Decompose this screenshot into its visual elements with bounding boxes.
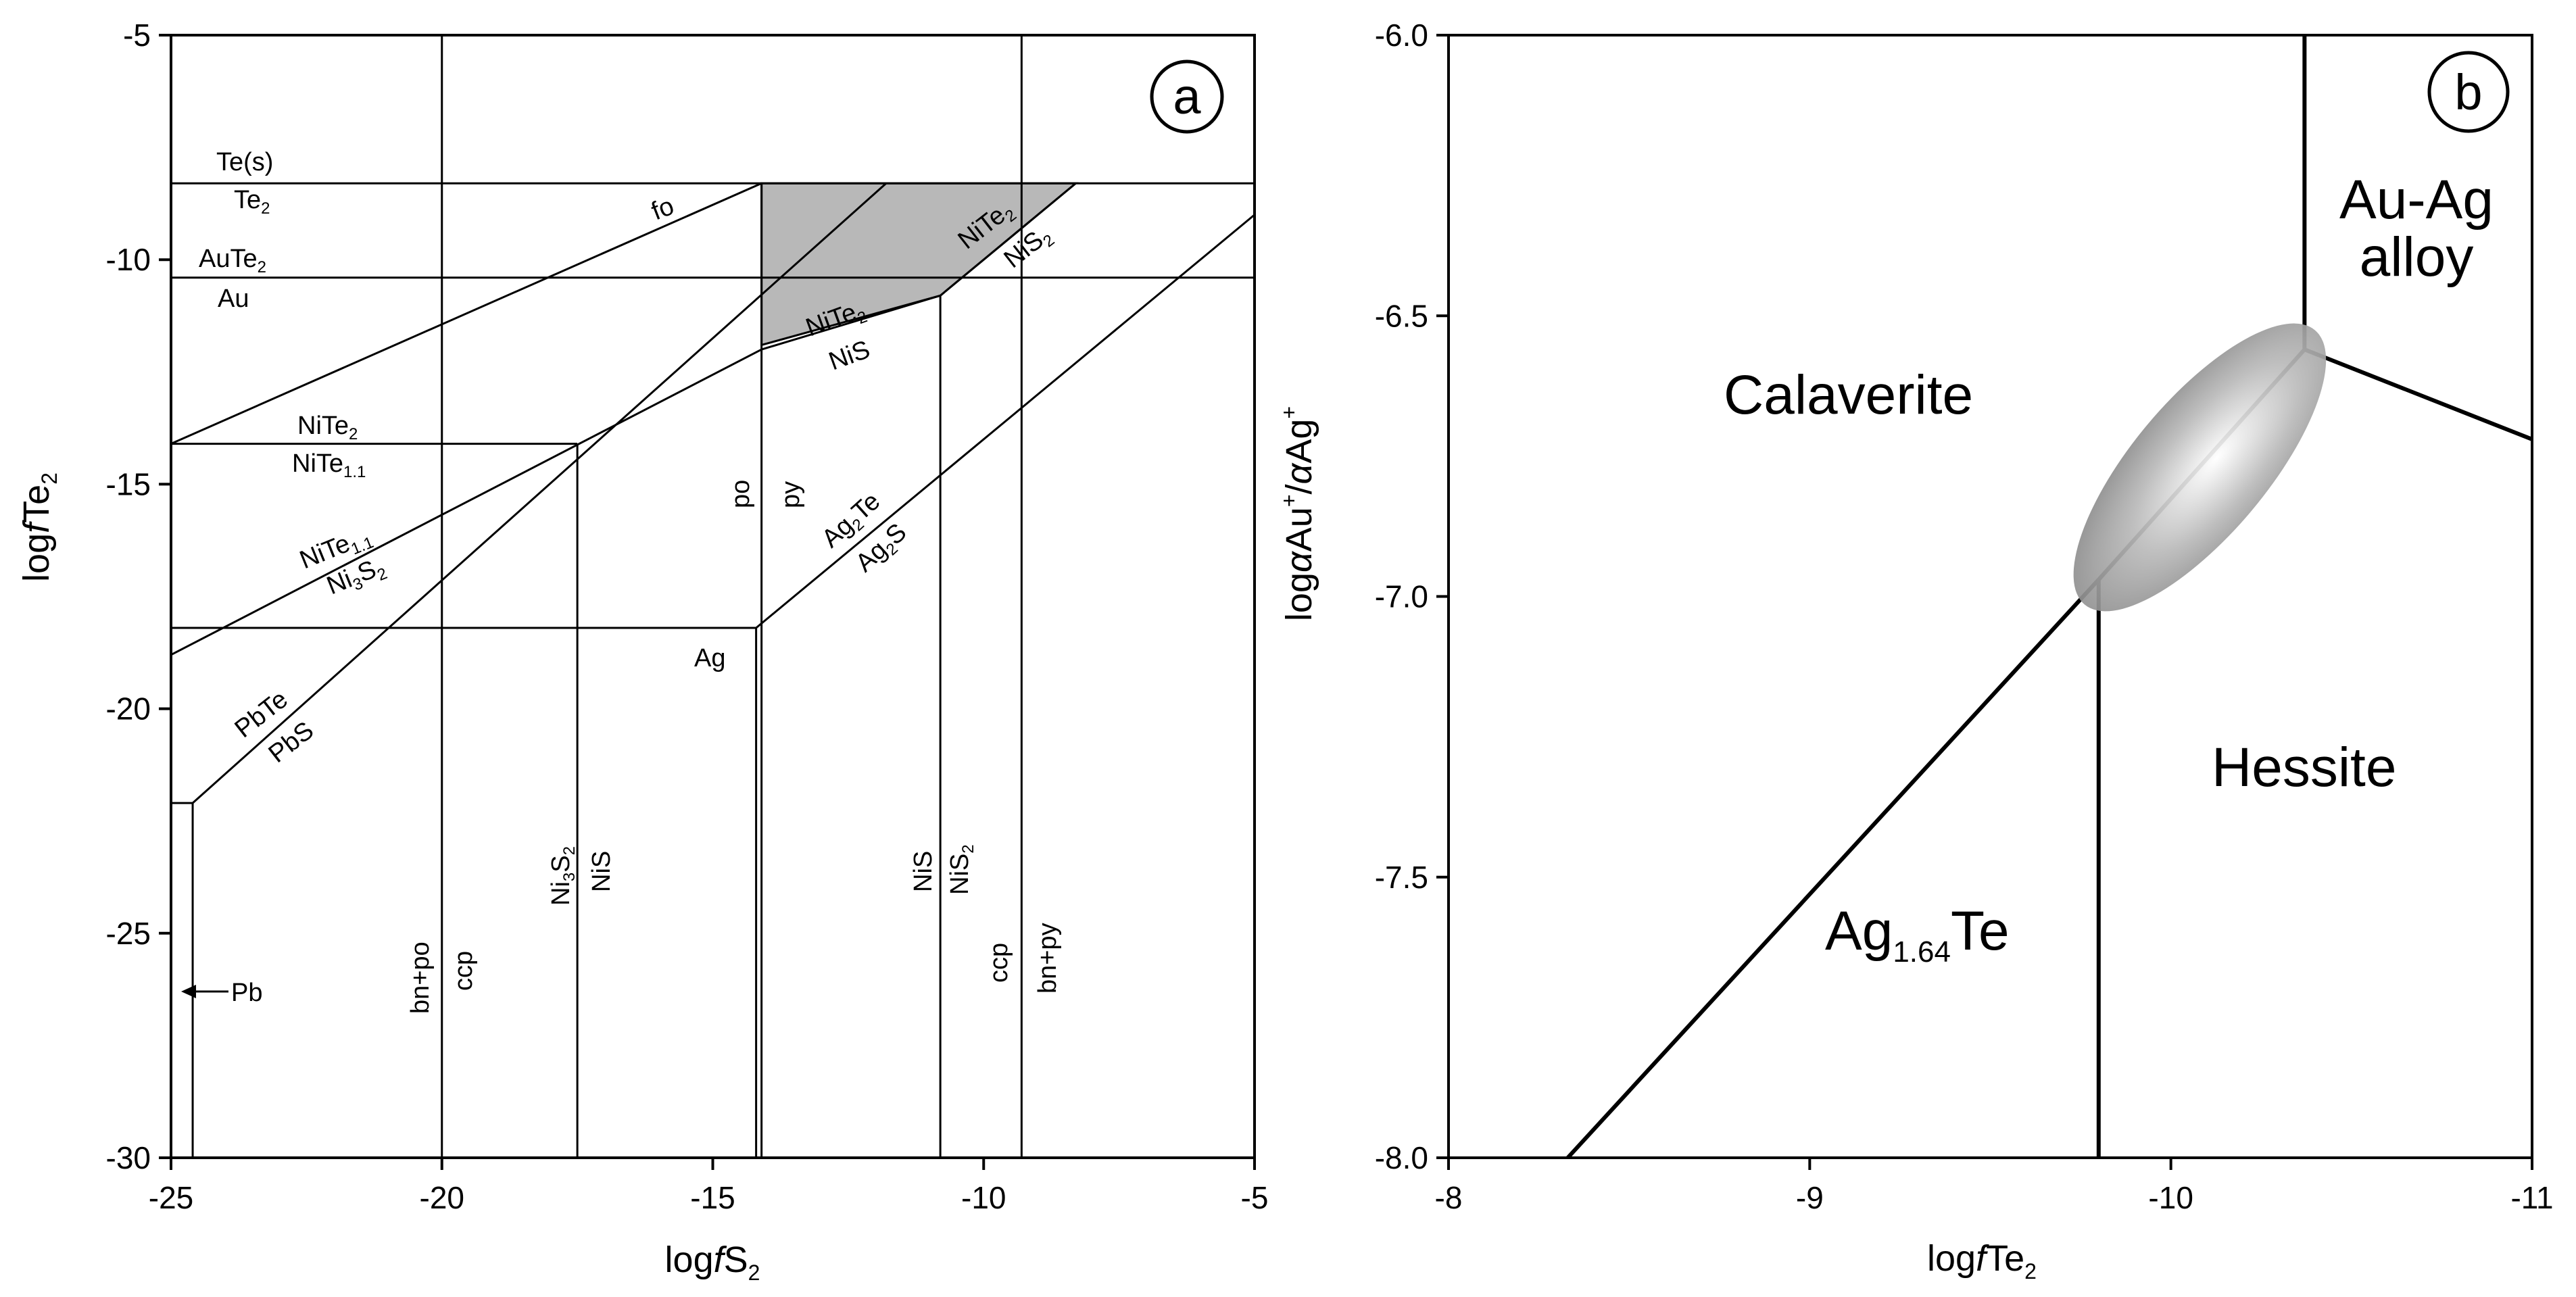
panel-a-y-tick-label: -5 xyxy=(123,18,151,53)
label-ni3s2-vertical: Ni3S2 xyxy=(547,846,579,906)
region-hessite: Hessite xyxy=(2212,737,2396,798)
label-nis-vertical-right: NiS xyxy=(909,851,938,892)
panel-b-phase-boundary-0 xyxy=(1566,578,2101,1160)
label-po: po xyxy=(727,480,755,508)
label-nite11-upper: NiTe1.1 xyxy=(292,449,366,481)
uncertainty-ellipse xyxy=(2073,323,2327,612)
label-fo: fo xyxy=(648,192,678,226)
region-ag164te: Ag1.64Te xyxy=(1825,900,2010,969)
panel-a-x-tick-label: -25 xyxy=(149,1180,193,1215)
panel-a-phase-boundary-9 xyxy=(755,214,1255,629)
region-au-ag-alloy-line2: alloy xyxy=(2360,226,2474,288)
panel-a-ticks: -25 -20 -15 -10 -5 -5 -10 -15 -20 -25 -30 xyxy=(106,18,1269,1215)
panel-a-y-tick-label: -15 xyxy=(106,466,151,501)
panel-a-y-tick-label: -25 xyxy=(106,916,151,951)
panel-b-y-tick-label: -7.5 xyxy=(1375,860,1428,895)
panel-b-y-axis-title: logαAu+/αAg+ xyxy=(1277,406,1319,621)
panel-b-y-tick-label: -6.5 xyxy=(1375,298,1428,333)
label-nis-vertical: NiS xyxy=(587,851,616,892)
label-te2: Te2 xyxy=(234,186,270,218)
panel-a-phase-boundary-4 xyxy=(170,348,762,656)
panel-a-y-tick-label: -30 xyxy=(106,1140,151,1175)
panel-a-y-axis-title: logfTe2 xyxy=(16,472,62,582)
label-bn-po: bn+po xyxy=(406,941,435,1014)
pb-arrow-head xyxy=(181,985,196,998)
panel-a-x-axis-title: logfS2 xyxy=(665,1240,760,1285)
panel-b-letter-circle xyxy=(2427,51,2510,133)
label-nis2-vertical: NiS2 xyxy=(946,844,977,895)
panel-a-x-tick-label: -10 xyxy=(961,1180,1006,1215)
label-nite2-upper: NiTe2 xyxy=(297,412,358,443)
panel-a-phase-diagram: -25 -20 -15 -10 -5 -5 -10 -15 -20 -25 -30 a logfS2… xyxy=(16,18,1268,1285)
panel-b-x-tick-label: -9 xyxy=(1796,1180,1824,1215)
panel-b-phase-diagram: -8 -9 -10 -11 -6.0 -6.5 -7.0 -7.5 -8.0 b logfTe2… xyxy=(1277,18,2554,1283)
panel-b-y-tick-label: -7.0 xyxy=(1375,579,1428,614)
panel-b-ticks: -8 -9 -10 -11 -6.0 -6.5 -7.0 -7.5 -8.0 xyxy=(1375,18,2554,1215)
panel-a-phase-boundary-6 xyxy=(940,182,1077,297)
region-calaverite: Calaverite xyxy=(1724,364,1973,426)
label-nis-center: NiS xyxy=(825,335,874,376)
label-py: py xyxy=(777,481,805,508)
region-au-ag-alloy-line1: Au-Ag xyxy=(2339,169,2494,230)
panel-a-x-tick-label: -20 xyxy=(420,1180,464,1215)
label-aute2: AuTe2 xyxy=(199,245,266,276)
panel-a-x-tick-label: -15 xyxy=(690,1180,735,1215)
panel-b-x-tick-label: -8 xyxy=(1435,1180,1463,1215)
panel-a-phase-boundary-5 xyxy=(761,294,941,351)
label-ag: Ag xyxy=(694,644,725,672)
panel-a-letter-circle xyxy=(1150,59,1224,134)
label-ccp-right: ccp xyxy=(985,943,1013,983)
panel-b-x-axis-title: logfTe2 xyxy=(1927,1238,2037,1283)
panel-b-phase-boundary-4 xyxy=(2304,347,2533,441)
panel-a-y-tick-label: -20 xyxy=(106,691,151,727)
panel-b-x-tick-label: -10 xyxy=(2148,1180,2193,1215)
label-te-s: Te(s) xyxy=(216,148,273,176)
panel-a-x-tick-label: -5 xyxy=(1241,1180,1269,1215)
panel-b-y-tick-label: -8.0 xyxy=(1375,1140,1428,1175)
label-pb: Pb xyxy=(231,979,262,1007)
panel-b-x-tick-label: -11 xyxy=(2510,1180,2553,1215)
label-ccp-left: ccp xyxy=(449,951,478,991)
panel-a-y-tick-label: -10 xyxy=(106,242,151,277)
panel-b-letter: b xyxy=(2454,64,2482,120)
label-bn-py: bn+py xyxy=(1034,923,1062,994)
panel-a-letter: a xyxy=(1173,68,1201,124)
panel-a-phase-boundary-7 xyxy=(192,182,887,804)
panel-b-y-tick-label: -6.0 xyxy=(1375,18,1428,53)
label-au: Au xyxy=(218,285,249,313)
panel-b-region-labels: Calaverite Au-Ag alloy Hessite Ag1.64Te xyxy=(1724,169,2494,969)
panel-a-phase-boundary-2 xyxy=(170,182,762,445)
panel-a-marks xyxy=(170,35,1255,1158)
